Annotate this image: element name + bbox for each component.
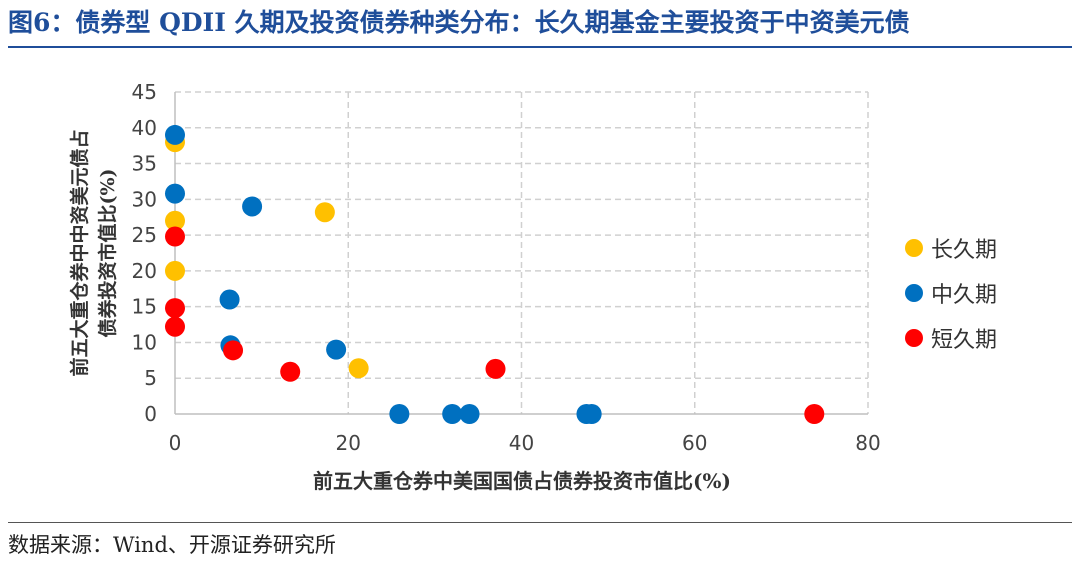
chart-title: 图6：债券型 QDII 久期及投资债券种类分布：长久期基金主要投资于中资美元债 — [8, 8, 910, 37]
title-divider — [8, 46, 1072, 48]
data-point — [223, 340, 244, 361]
legend-marker — [905, 283, 923, 302]
data-point — [389, 404, 410, 424]
data-point — [348, 358, 369, 379]
y-tick-label: 0 — [144, 402, 157, 426]
x-tick-label: 0 — [169, 431, 182, 455]
y-tick-label: 40 — [132, 116, 157, 140]
legend-marker — [905, 328, 923, 347]
x-tick-label: 20 — [336, 431, 361, 455]
data-point — [442, 404, 463, 424]
y-axis-label-line: 前五大重仓券中中资美元债占 — [68, 129, 91, 376]
data-points — [165, 124, 825, 424]
y-tick-label: 10 — [132, 330, 157, 354]
data-point — [165, 210, 185, 231]
source-note: 数据来源：Wind、开源证券研究所 — [8, 533, 336, 557]
gridlines — [175, 91, 869, 414]
data-point — [219, 289, 240, 310]
data-point — [165, 298, 185, 319]
y-axis-label: 前五大重仓券中中资美元债占 债券投资市值比(%) — [68, 129, 119, 376]
legend: 长久期 中久期 短久期 — [905, 225, 997, 360]
x-tick-label: 40 — [509, 431, 534, 455]
data-point — [485, 358, 506, 379]
legend-label: 中久期 — [931, 282, 998, 308]
data-point — [326, 339, 347, 360]
x-tick-label: 60 — [682, 431, 707, 455]
data-point — [165, 226, 185, 247]
data-point — [459, 404, 480, 424]
y-axis-label-line: 债券投资市值比(%) — [96, 168, 119, 337]
scatter-chart: 0 20 40 60 80 0 5 10 15 20 25 30 35 40 45 前五大重仓券中美国国债… — [68, 80, 881, 493]
legend-label: 短久期 — [931, 327, 998, 353]
data-point — [165, 260, 185, 281]
y-tick-label: 25 — [132, 223, 157, 247]
footer-divider — [8, 522, 1072, 523]
y-tick-label: 45 — [132, 80, 157, 104]
data-point — [314, 202, 335, 223]
data-point — [804, 404, 825, 424]
x-tick-labels: 0 20 40 60 80 — [169, 431, 881, 455]
legend-label: 长久期 — [931, 237, 998, 263]
legend-item: 中久期 — [905, 270, 997, 315]
data-point — [165, 183, 185, 204]
y-tick-label: 35 — [132, 152, 157, 176]
y-tick-label: 15 — [132, 295, 157, 319]
data-point — [165, 316, 185, 337]
y-tick-label: 30 — [132, 187, 157, 211]
x-tick-label: 80 — [855, 431, 880, 455]
x-axis-label: 前五大重仓券中美国国债占债券投资市值比(%) — [313, 469, 731, 493]
data-point — [165, 124, 185, 145]
legend-item: 长久期 — [905, 225, 997, 270]
legend-item: 短久期 — [905, 315, 997, 360]
data-point — [280, 361, 301, 382]
y-tick-labels: 0 5 10 15 20 25 30 35 40 45 — [132, 80, 157, 426]
data-point — [242, 196, 263, 217]
legend-marker — [905, 238, 923, 257]
y-tick-label: 20 — [132, 259, 157, 283]
y-tick-label: 5 — [144, 366, 157, 390]
data-point — [581, 404, 602, 424]
